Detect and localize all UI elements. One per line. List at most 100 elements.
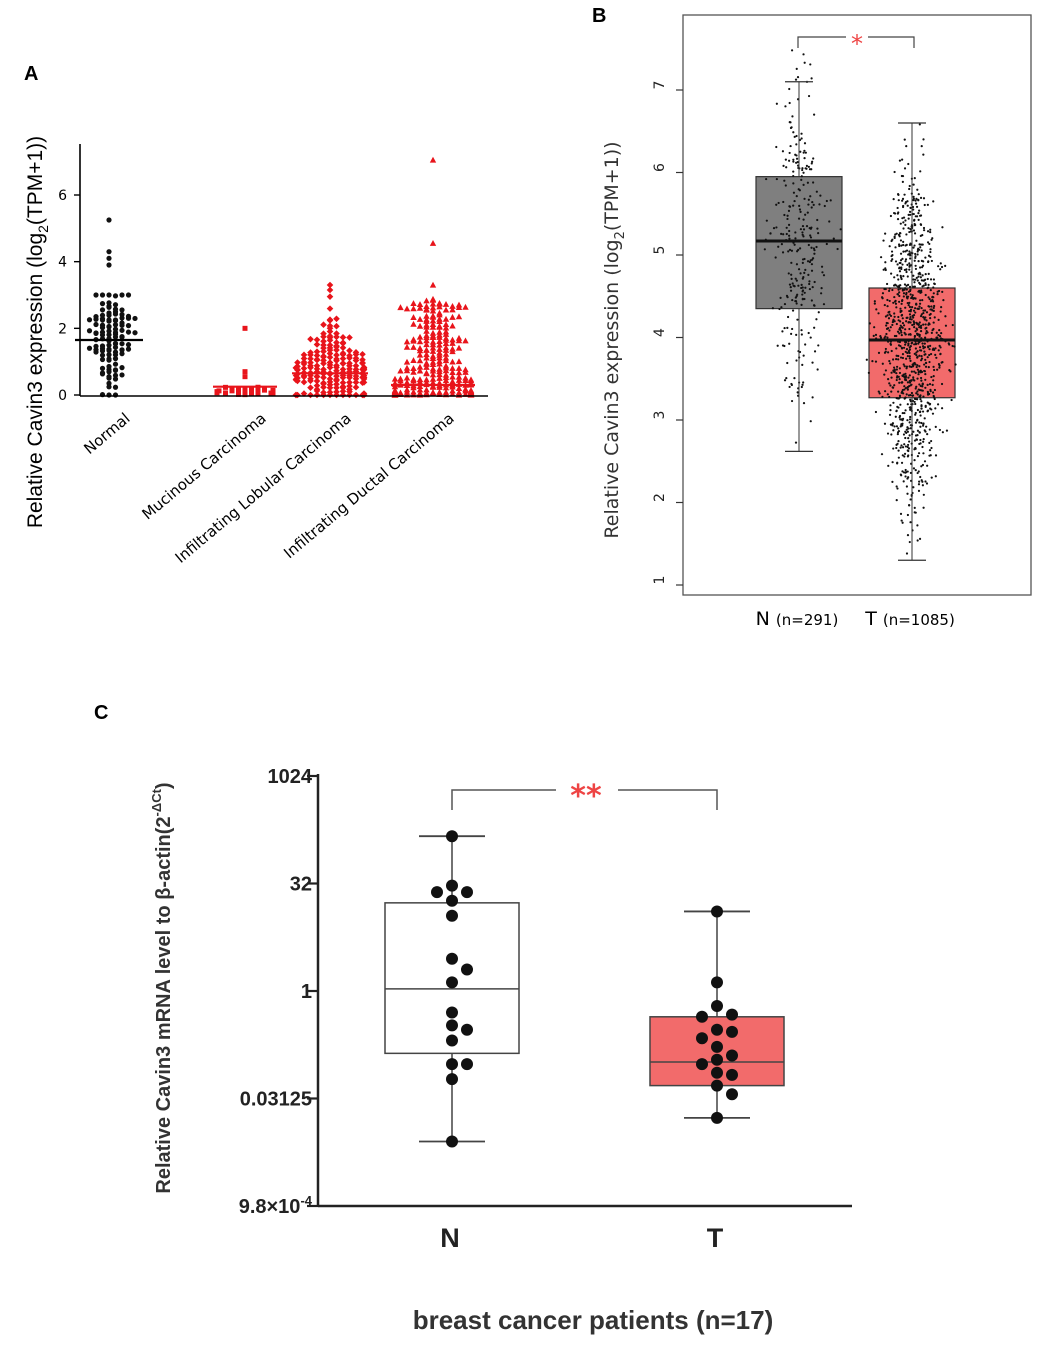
data-point xyxy=(787,272,790,275)
data-point xyxy=(86,328,93,334)
data-point xyxy=(112,340,119,346)
data-point xyxy=(919,394,922,397)
data-point xyxy=(455,344,463,351)
data-point xyxy=(939,346,942,349)
data-point xyxy=(894,283,897,286)
data-point xyxy=(900,244,903,247)
data-point xyxy=(429,240,437,246)
data-point xyxy=(903,193,906,196)
data-point xyxy=(429,361,437,368)
data-point xyxy=(300,365,308,372)
data-point xyxy=(333,377,340,384)
data-point xyxy=(891,320,894,324)
data-point xyxy=(904,328,907,331)
data-point xyxy=(918,248,921,251)
panel-label-a: A xyxy=(24,63,38,85)
data-point xyxy=(125,329,132,335)
data-point xyxy=(300,360,308,368)
data-point xyxy=(313,352,321,359)
data-point xyxy=(886,336,889,339)
data-point xyxy=(898,332,901,335)
data-point xyxy=(913,259,916,262)
data-point xyxy=(436,331,443,338)
data-point xyxy=(805,225,809,228)
data-point xyxy=(125,292,132,298)
data-point xyxy=(442,324,450,331)
data-point xyxy=(294,377,301,385)
y-tick-label: 0.03125 xyxy=(240,1089,312,1111)
data-point xyxy=(909,408,912,411)
data-point xyxy=(249,391,254,397)
panel-b-x-labels: N (n=291) T (n=1085) xyxy=(756,608,955,630)
data-point xyxy=(896,293,899,296)
data-point xyxy=(801,261,804,264)
y-tick-label: 6 xyxy=(652,163,668,172)
data-point xyxy=(785,376,788,380)
data-point xyxy=(905,367,908,370)
data-point xyxy=(922,311,925,315)
data-point xyxy=(914,199,917,202)
data-point xyxy=(926,383,929,386)
data-point xyxy=(890,433,893,436)
data-point xyxy=(780,232,783,236)
data-point xyxy=(901,199,904,202)
data-point xyxy=(442,321,450,328)
data-point xyxy=(333,315,340,323)
data-point xyxy=(449,369,456,375)
data-point xyxy=(449,383,456,390)
data-point xyxy=(891,422,895,425)
panel-b-chart: 1 2 3 4 5 6 7 N (n=291) T (n=1085) * Relative C… xyxy=(601,14,1032,630)
data-point xyxy=(914,215,917,218)
data-point xyxy=(918,266,922,269)
data-point xyxy=(793,135,796,138)
data-point xyxy=(808,287,811,291)
data-point xyxy=(904,386,907,390)
data-point xyxy=(913,400,916,404)
data-point xyxy=(711,905,723,918)
data-point xyxy=(895,425,899,428)
data-point xyxy=(906,275,909,278)
data-point xyxy=(726,1088,738,1101)
data-point xyxy=(899,261,902,265)
data-point xyxy=(904,306,907,309)
data-point xyxy=(908,187,911,191)
data-point xyxy=(919,442,922,445)
data-point xyxy=(442,346,450,353)
data-point xyxy=(895,358,898,361)
data-point xyxy=(820,265,824,268)
data-point xyxy=(782,200,785,204)
x-category-label: Normal xyxy=(80,409,133,458)
data-point xyxy=(416,351,424,358)
data-point xyxy=(901,299,904,302)
data-point xyxy=(897,429,901,433)
data-point xyxy=(920,291,923,294)
data-point xyxy=(462,303,469,310)
data-point xyxy=(449,313,456,320)
data-point xyxy=(918,383,921,386)
data-point xyxy=(906,386,909,389)
data-point xyxy=(442,377,450,384)
data-point xyxy=(924,336,927,339)
data-point xyxy=(410,305,417,312)
data-point xyxy=(125,346,132,352)
data-point xyxy=(320,321,327,329)
data-point xyxy=(799,247,802,250)
data-point xyxy=(795,143,798,146)
data-point xyxy=(899,222,902,225)
data-point xyxy=(901,257,904,260)
data-point xyxy=(786,326,789,329)
panel-b-y-label: Relative Cavin3 expression (log2(TPM+1)) xyxy=(601,141,628,538)
data-point xyxy=(249,387,254,393)
y-tick-label: 2 xyxy=(58,321,67,337)
data-point xyxy=(940,382,944,386)
data-point xyxy=(888,313,891,316)
data-point xyxy=(921,484,924,487)
data-point xyxy=(914,371,917,375)
data-point xyxy=(921,410,925,413)
data-point xyxy=(912,274,915,277)
data-point xyxy=(906,351,909,355)
data-point xyxy=(879,256,883,259)
data-point xyxy=(929,250,932,254)
data-point xyxy=(333,372,340,380)
data-point xyxy=(803,142,807,145)
